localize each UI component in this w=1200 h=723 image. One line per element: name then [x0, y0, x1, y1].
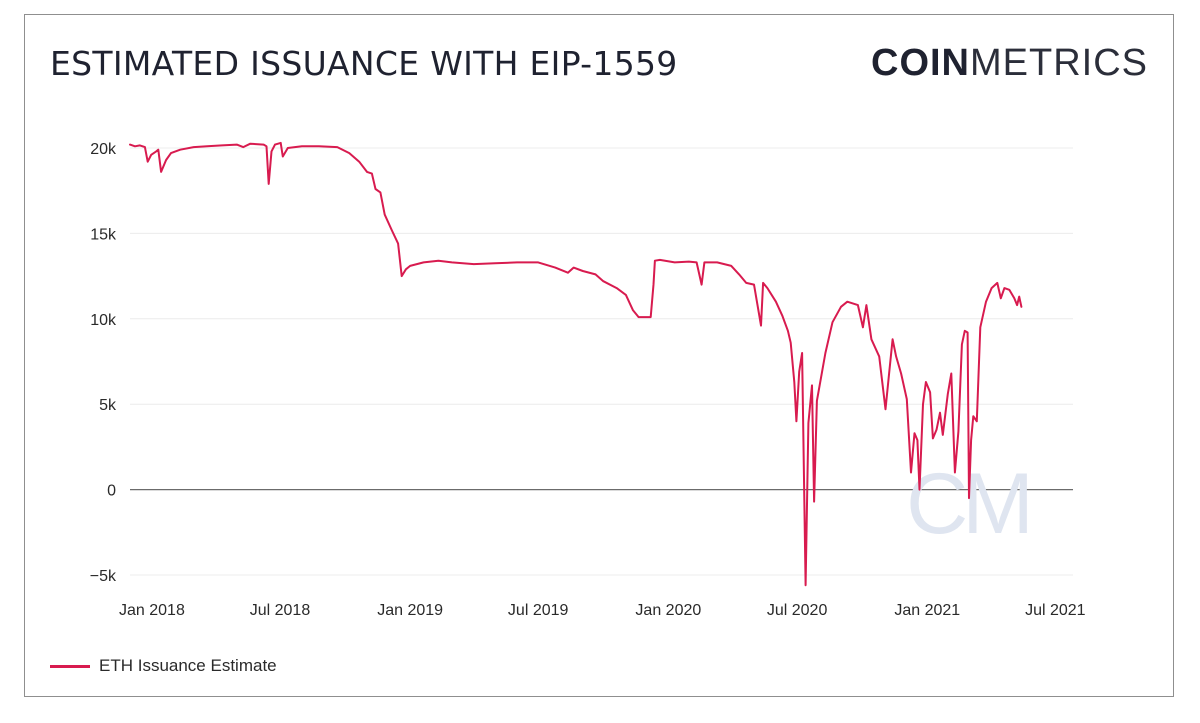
y-tick-label: 5k — [99, 397, 117, 414]
y-tick-label: 10k — [90, 312, 117, 329]
x-tick-label: Jul 2020 — [767, 602, 828, 619]
legend[interactable]: ETH Issuance Estimate — [50, 656, 277, 676]
brand-light-text: METRICS — [970, 42, 1148, 84]
x-tick-label: Jul 2019 — [508, 602, 569, 619]
x-tick-label: Jan 2021 — [894, 602, 960, 619]
legend-swatch — [50, 664, 90, 668]
y-axis-labels: 20k 15k 10k 5k 0 −5k — [90, 141, 117, 585]
series-layer — [129, 141, 1023, 587]
series-line-eth-issuance[interactable] — [129, 141, 1023, 587]
x-tick-label: Jan 2019 — [377, 602, 443, 619]
y-tick-label: 0 — [107, 483, 116, 500]
y-tick-label: 20k — [90, 141, 117, 158]
y-tick-label: 15k — [90, 226, 117, 243]
x-tick-label: Jan 2018 — [119, 602, 185, 619]
brand-bold-text: COIN — [871, 42, 970, 84]
y-tick-label: −5k — [90, 568, 117, 585]
cm-watermark: CM — [906, 456, 1028, 552]
x-tick-label: Jan 2020 — [635, 602, 701, 619]
x-axis-labels: Jan 2018 Jul 2018 Jan 2019 Jul 2019 Jan 2020… — [119, 602, 1086, 619]
watermark-layer: CM — [906, 456, 1034, 552]
chart-title: ESTIMATED ISSUANCE WITH EIP-1559 — [50, 44, 678, 83]
legend-label: ETH Issuance Estimate — [99, 656, 277, 675]
coinmetrics-logo: COINMETRICS — [871, 42, 1148, 85]
chart-frame — [24, 14, 1174, 697]
x-tick-label: Jul 2021 — [1025, 602, 1086, 619]
x-tick-label: Jul 2018 — [250, 602, 311, 619]
